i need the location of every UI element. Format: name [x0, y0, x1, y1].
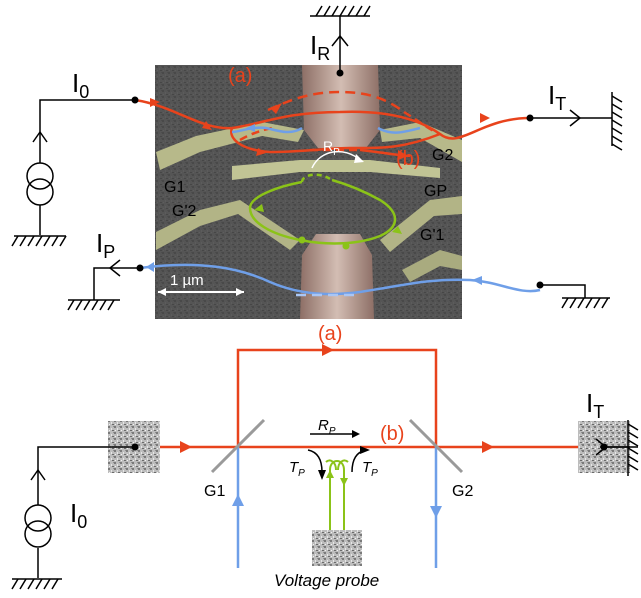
ground-icon — [310, 5, 371, 17]
arrow-icon — [322, 344, 334, 356]
beam-splitter-icon — [408, 418, 464, 474]
ground-icon — [11, 235, 67, 247]
current-source-icon — [24, 504, 52, 548]
bottom-contact — [300, 234, 374, 319]
top-path-a-label: (a) — [228, 65, 252, 87]
top-gate-g1-label: G1 — [164, 179, 185, 196]
ground-icon — [11, 578, 62, 590]
top-wire-arrows — [32, 34, 582, 277]
voltage-probe-loop — [325, 459, 349, 530]
probe-current-label: IP — [96, 228, 115, 262]
arrow-icon — [326, 470, 334, 478]
bottom-path-b-label: (b) — [380, 423, 404, 445]
gate-lower-right — [402, 250, 462, 282]
arrow-icon — [202, 121, 212, 130]
arrow-icon — [232, 494, 244, 506]
top-path-b-label: (b) — [396, 148, 420, 170]
schematic-path-a — [236, 348, 438, 447]
arrow-icon — [270, 103, 282, 114]
top-rp-label: RP — [323, 138, 340, 158]
gate-gp — [232, 160, 440, 180]
arrow-icon — [354, 154, 364, 163]
sem-image — [155, 65, 462, 319]
bottom-rp-label: RP — [318, 417, 336, 437]
arrow-icon — [480, 113, 490, 123]
bottom-source-current-label: I0 — [70, 498, 87, 532]
voltage-probe-label: Voltage probe — [274, 571, 379, 590]
bottom-gate-g2-label: G2 — [452, 483, 473, 500]
arrow-icon — [180, 441, 192, 453]
top-wiring — [39, 16, 612, 300]
ground-icon — [561, 297, 610, 309]
arrow-icon — [430, 506, 442, 518]
arrow-icon — [398, 150, 408, 160]
scale-bar-label: 1 µm — [170, 272, 204, 289]
arrow-icon — [246, 124, 255, 132]
arrow-icon — [30, 468, 46, 481]
bottom-transmitted-current-label: IT — [586, 388, 604, 422]
rp-arc — [311, 150, 364, 169]
arrow-icon — [392, 226, 402, 234]
red-path-arrows — [150, 98, 490, 160]
tp-right-label: TP — [362, 459, 378, 479]
arrow-icon — [352, 430, 360, 438]
top-gate-g1prime-label: G'1 — [420, 227, 445, 244]
arrow-icon — [256, 148, 266, 156]
scale-bar — [158, 288, 244, 296]
top-gate-g2-label: G2 — [432, 147, 453, 164]
bottom-wiring — [37, 446, 638, 578]
current-source-icon — [26, 162, 54, 206]
green-loop-arrows — [254, 204, 402, 250]
gate-g2prime — [156, 200, 300, 250]
ground-icon — [67, 299, 120, 311]
ground-icon — [611, 92, 623, 151]
arrow-icon — [482, 441, 494, 453]
bottom-gate-g1-label: G1 — [204, 483, 225, 500]
top-wire-nodes — [131, 69, 544, 289]
top-gate-gp-label: GP — [424, 183, 447, 200]
arrow-icon — [360, 446, 370, 454]
blue-edge-path — [139, 126, 541, 297]
top-source-current-label: I0 — [72, 68, 89, 102]
blue-path-arrows — [146, 124, 482, 285]
arrow-icon — [318, 470, 326, 480]
arrow-icon — [472, 276, 482, 285]
gate-g1prime — [380, 196, 462, 252]
bottom-path-a-label: (a) — [318, 323, 342, 345]
arrow-icon — [340, 478, 348, 486]
wire-node — [131, 443, 139, 451]
reflected-current-label: IR — [310, 30, 330, 64]
top-contact — [302, 65, 380, 148]
beam-splitter-icon — [210, 418, 266, 474]
arrow-icon — [254, 204, 264, 212]
tp-left-label: TP — [289, 459, 305, 479]
ohmic-contact-icon — [312, 530, 362, 566]
top-gate-g2prime-label: G'2 — [172, 203, 197, 220]
gate-g1 — [156, 122, 304, 170]
wire-node — [600, 443, 608, 451]
arrow-icon — [150, 98, 160, 107]
green-probe-loop — [248, 173, 397, 245]
arrow-icon — [146, 262, 154, 272]
ground-icon — [627, 420, 639, 476]
top-transmitted-current-label: IT — [548, 80, 566, 114]
red-edge-path — [134, 90, 531, 158]
